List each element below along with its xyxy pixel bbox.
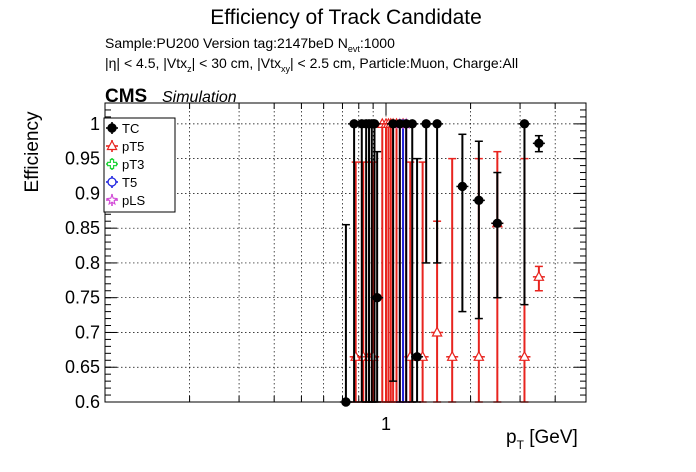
y-tick-label: 0.8 xyxy=(75,253,100,273)
legend-marker-t5 xyxy=(107,177,117,187)
data-point xyxy=(446,350,458,361)
y-tick-label: 1 xyxy=(90,114,100,134)
data-point xyxy=(519,119,530,129)
x-axis-title: pT [GeV] xyxy=(506,427,578,452)
legend-label-pls: pLS xyxy=(122,193,145,208)
legend-label-pt5: pT5 xyxy=(122,139,144,154)
data-point xyxy=(518,350,531,361)
simulation-label: Simulation xyxy=(162,89,237,106)
chart-subtitle-1: Sample:PU200 Version tag:2147beD Nevt:10… xyxy=(105,35,395,54)
data-series xyxy=(339,117,545,407)
legend-label-tc: TC xyxy=(122,121,139,136)
data-point xyxy=(474,195,484,206)
data-point xyxy=(533,270,545,281)
y-tick-label: 0.65 xyxy=(65,357,100,377)
data-point xyxy=(412,352,422,362)
chart-title: Efficiency of Track Candidate xyxy=(210,6,482,29)
data-point xyxy=(473,350,485,361)
data-point xyxy=(407,119,417,129)
legend-label-pt3: pT3 xyxy=(122,157,144,172)
y-tick-label: 0.6 xyxy=(75,392,100,412)
y-axis-title: Efficiency xyxy=(22,111,43,192)
y-tick-label: 0.75 xyxy=(65,288,100,308)
y-tick-label: 0.95 xyxy=(65,149,100,169)
legend: TC pT5 pT3 T5 pLS xyxy=(103,117,176,213)
data-point xyxy=(492,218,503,228)
x-tick-label: 1 xyxy=(381,414,391,434)
series-pt5 xyxy=(349,117,545,403)
data-point xyxy=(534,138,544,149)
data-point xyxy=(431,326,443,337)
legend-marker-pt5 xyxy=(106,139,118,151)
cms-label: CMS xyxy=(105,86,147,107)
data-point xyxy=(457,181,468,192)
chart-subtitle-2: |η| < 4.5, |Vtxz| < 30 cm, |Vtxxy| < 2.5… xyxy=(105,55,518,74)
legend-label-t5: T5 xyxy=(122,175,137,190)
data-point xyxy=(369,119,380,129)
plot-frame xyxy=(104,102,587,403)
data-point xyxy=(421,119,431,129)
y-tick-label: 0.85 xyxy=(65,218,100,238)
data-point xyxy=(372,292,382,303)
legend-marker-pt3 xyxy=(106,158,118,170)
y-tick-label: 0.7 xyxy=(75,322,100,342)
legend-marker-tc xyxy=(107,123,117,133)
series-tc xyxy=(339,119,545,407)
legend-marker-pls xyxy=(105,193,119,206)
y-tick-label: 0.9 xyxy=(75,183,100,203)
data-point xyxy=(432,119,442,129)
